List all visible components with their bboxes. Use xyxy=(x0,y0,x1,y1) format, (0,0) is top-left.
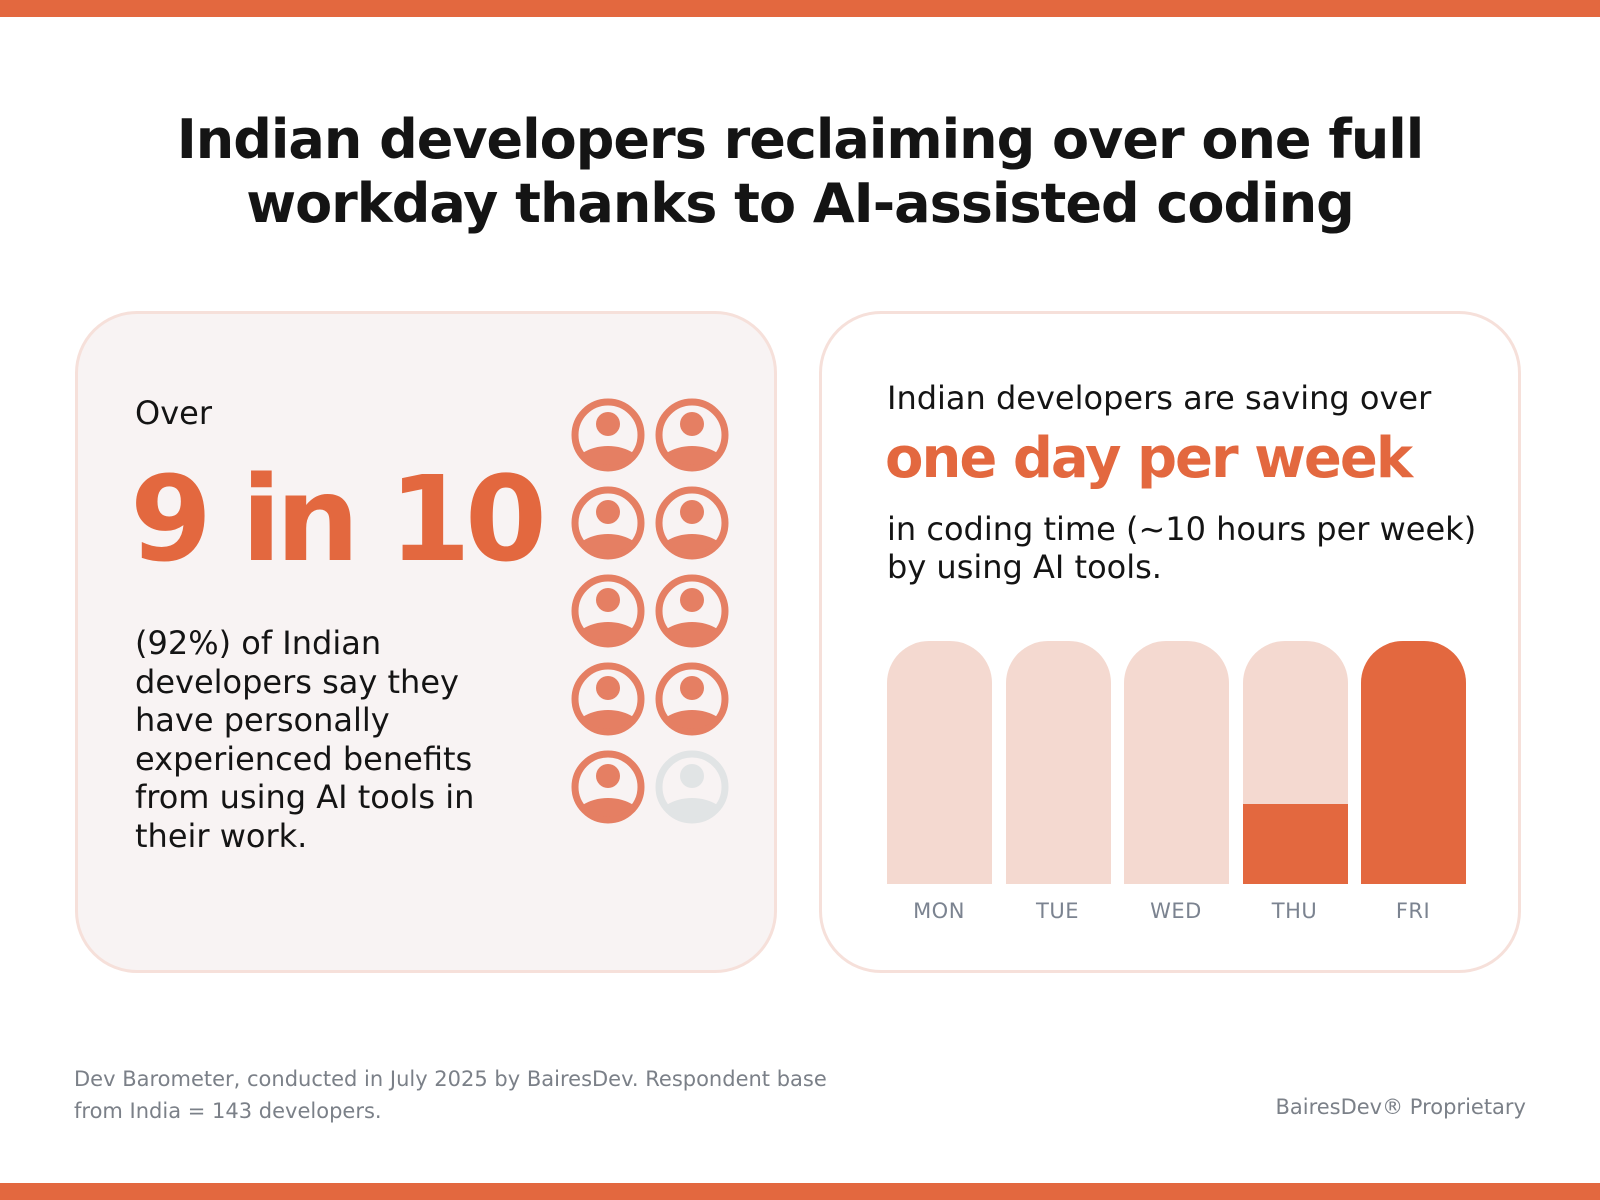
person-circle-icon xyxy=(655,662,729,736)
stat-description: (92%) of Indian developers say they have… xyxy=(135,624,475,855)
bar-track-mon xyxy=(887,641,992,884)
person-circle-icon xyxy=(655,750,729,824)
over-label: Over xyxy=(135,394,212,432)
person-circle-icon xyxy=(655,574,729,648)
x-tick-label: WED xyxy=(1150,899,1202,923)
big-stat: 9 in 10 xyxy=(130,450,547,588)
time-saved-card: Indian developers are saving over one da… xyxy=(819,311,1521,973)
x-tick-label: MON xyxy=(913,899,965,923)
x-tick-label: TUE xyxy=(1036,899,1079,923)
person-circle-icon xyxy=(571,574,645,648)
bar-thu xyxy=(1242,803,1348,884)
person-circle-icon xyxy=(571,486,645,560)
stat-card: Over 9 in 10 (92%) of Indian developers … xyxy=(75,311,777,973)
saving-highlight: one day per week xyxy=(885,426,1413,491)
person-circle-icon xyxy=(571,750,645,824)
bar-track-fri xyxy=(1361,641,1466,884)
bar-track-tue xyxy=(1005,641,1111,884)
bottom-accent-bar xyxy=(0,1183,1600,1200)
person-circle-icon xyxy=(655,486,729,560)
page-title: Indian developers reclaiming over one fu… xyxy=(0,108,1600,236)
top-accent-bar xyxy=(0,0,1600,17)
person-circle-icon xyxy=(571,398,645,472)
saving-intro: Indian developers are saving over xyxy=(887,379,1432,417)
source-line-2: from India = 143 developers. xyxy=(74,1099,382,1123)
bar-fri xyxy=(1361,641,1466,884)
source-line-1: Dev Barometer, conducted in July 2025 by… xyxy=(74,1067,827,1091)
bar-track-thu xyxy=(1242,641,1348,884)
bar-track-wed xyxy=(1124,641,1229,884)
x-tick-label: THU xyxy=(1271,899,1318,923)
person-circle-icon xyxy=(571,662,645,736)
weekday-chart: MON TUE WED THU FRI xyxy=(822,314,1524,976)
saving-description: in coding time (~10 hours per week) by u… xyxy=(887,510,1477,586)
person-circle-icon xyxy=(655,398,729,472)
title-line-1: Indian developers reclaiming over one fu… xyxy=(176,108,1425,171)
title-line-2: workday thanks to AI-assisted coding xyxy=(246,172,1355,235)
x-tick-label: FRI xyxy=(1395,899,1431,923)
source-note: Dev Barometer, conducted in July 2025 by… xyxy=(74,1063,874,1127)
proprietary-note: BairesDev® Proprietary xyxy=(1275,1095,1526,1119)
